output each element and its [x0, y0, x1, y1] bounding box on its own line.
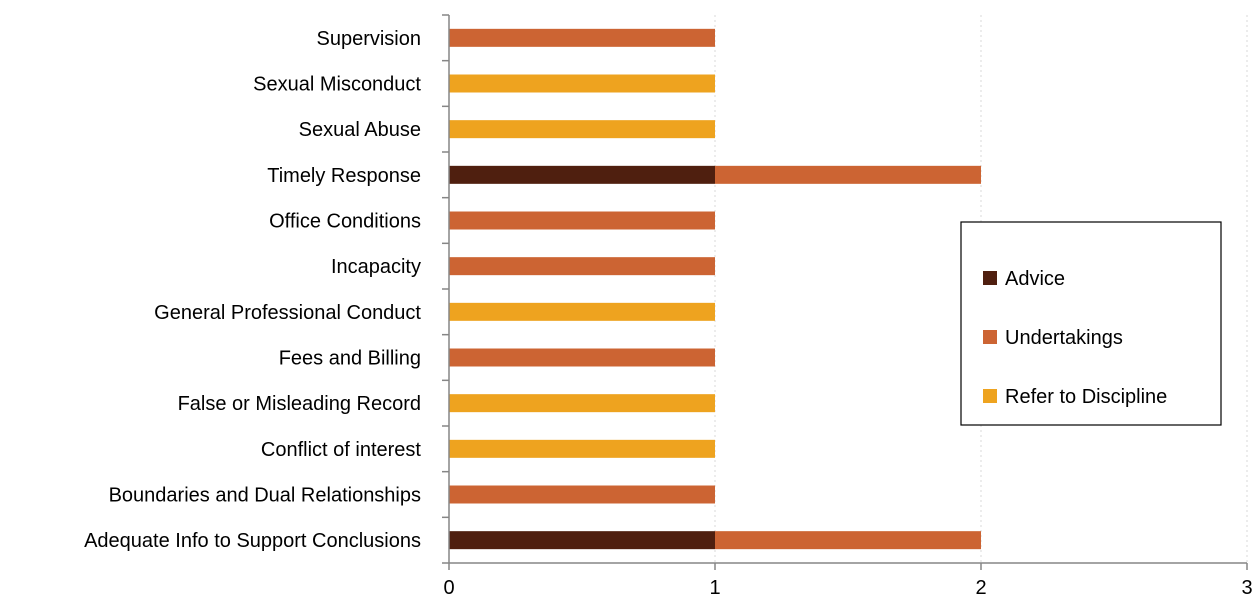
category-label: General Professional Conduct [154, 302, 421, 324]
x-tick-label: 1 [709, 577, 720, 599]
category-labels: Adequate Info to Support Conclusions Boun… [84, 28, 421, 552]
bar-advice [449, 165, 715, 184]
legend-swatch [983, 271, 997, 285]
axes [442, 14, 1248, 570]
x-tick-label: 2 [975, 577, 986, 599]
legend-frame [960, 221, 1222, 426]
bar-undertakings [449, 211, 715, 230]
x-tick-labels: 0 1 2 3 [443, 577, 1252, 599]
bars [449, 28, 981, 550]
category-label: Supervision [316, 28, 421, 50]
category-label: Timely Response [267, 165, 421, 187]
category-label: False or Misleading Record [178, 393, 421, 415]
bar-undertakings [715, 165, 981, 184]
bar-refer-to-discipline [449, 74, 715, 93]
x-tick-label: 0 [443, 577, 454, 599]
category-label: Office Conditions [269, 211, 421, 233]
legend-label: Refer to Discipline [1005, 386, 1167, 408]
legend: Advice Undertakings Refer to Discipline [960, 221, 1222, 426]
category-label: Boundaries and Dual Relationships [109, 485, 421, 507]
legend-label: Undertakings [1005, 327, 1123, 349]
category-label: Incapacity [331, 256, 421, 278]
legend-label: Advice [1005, 268, 1065, 290]
bar-undertakings [449, 257, 715, 276]
bar-refer-to-discipline [449, 439, 715, 458]
x-tick-label: 3 [1241, 577, 1252, 599]
category-label: Sexual Abuse [299, 119, 421, 141]
bar-refer-to-discipline [449, 302, 715, 321]
category-label: Fees and Billing [279, 348, 421, 370]
bar-undertakings [449, 485, 715, 504]
category-label: Conflict of interest [261, 439, 422, 461]
bar-undertakings [449, 348, 715, 367]
bar-undertakings [715, 531, 981, 550]
bar-undertakings [449, 28, 715, 47]
bar-refer-to-discipline [449, 120, 715, 139]
category-label: Sexual Misconduct [253, 74, 421, 96]
legend-swatch [983, 389, 997, 403]
category-label: Adequate Info to Support Conclusions [84, 530, 421, 552]
bar-refer-to-discipline [449, 394, 715, 413]
legend-swatch [983, 330, 997, 344]
bar-advice [449, 531, 715, 550]
gridlines [714, 15, 1248, 563]
